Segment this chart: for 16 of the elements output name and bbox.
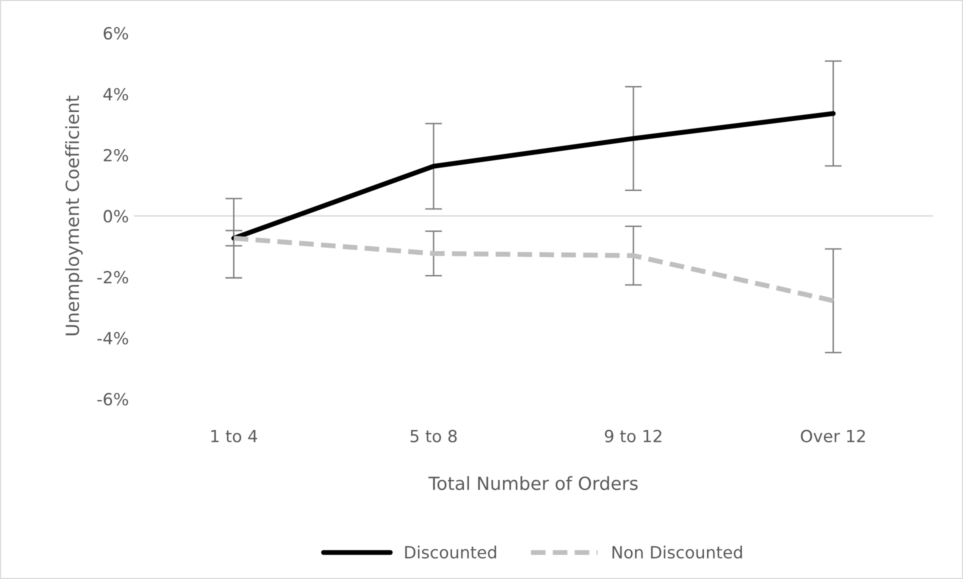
y-axis-title: Unemployment Coefficient xyxy=(65,96,83,336)
line-series xyxy=(231,111,836,241)
legend-label: Discounted xyxy=(405,546,496,559)
y-tick-label: 6% xyxy=(104,26,128,40)
y-tick-label: -6% xyxy=(97,392,128,406)
x-tick-label: 9 to 12 xyxy=(604,430,662,442)
y-tick-label: 0% xyxy=(104,210,128,223)
y-tick-label: 2% xyxy=(104,148,128,162)
x-tick-label: 5 to 8 xyxy=(410,430,457,442)
y-tick-label: 4% xyxy=(103,88,128,101)
x-axis-title: Total Number of Orders xyxy=(428,476,638,490)
y-tick-label: -4% xyxy=(97,332,128,345)
x-tick-label: 1 to 4 xyxy=(211,430,258,442)
x-tick-label: Over 12 xyxy=(800,430,865,442)
legend-label: Non Discounted xyxy=(612,546,742,559)
y-tick-label: -2% xyxy=(97,270,128,284)
